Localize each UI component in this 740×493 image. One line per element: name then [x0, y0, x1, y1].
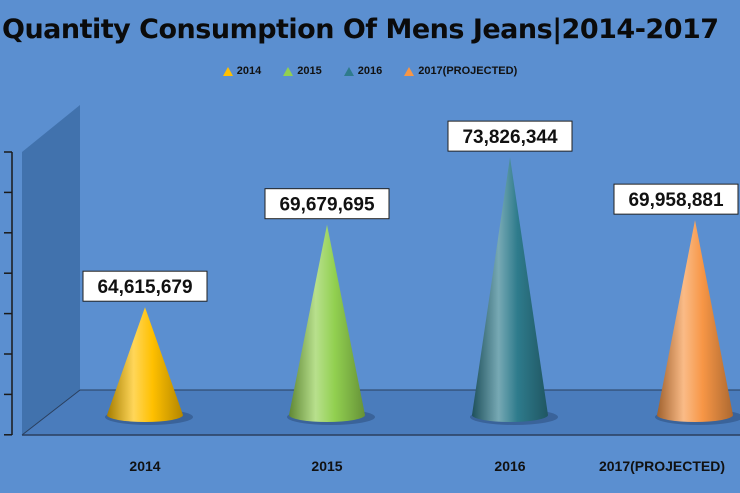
chart-back-wall	[22, 105, 80, 435]
value-label-box	[264, 188, 390, 220]
value-label-box	[613, 183, 739, 215]
legend-item-2017: 2017(PROJECTED)	[404, 65, 517, 77]
legend-swatch-2014	[222, 66, 233, 76]
cone-2017(PROJECTED)	[657, 220, 733, 422]
value-label-text: 69,679,695	[279, 195, 375, 216]
value-label-2014: 64,615,679	[82, 270, 208, 302]
y-axis-ticks	[4, 151, 12, 436]
cone-2014	[107, 307, 183, 422]
value-label-box	[447, 120, 573, 152]
legend-label-2017: 2017(PROJECTED)	[418, 65, 518, 77]
x-axis-labels: 2014 2015 2016 2017(PROJECTED)	[129, 458, 725, 474]
cone-2015	[289, 224, 365, 422]
legend: 2014 2015 2016 2017(PROJECTED)	[0, 65, 740, 77]
value-label-2017(PROJECTED): 69,958,881	[613, 183, 739, 215]
legend-label-2015: 2015	[297, 65, 322, 77]
x-label-2017(PROJECTED): 2017(PROJECTED)	[599, 458, 725, 474]
value-label-text: 64,615,679	[97, 277, 192, 298]
legend-item-2014: 2014	[222, 65, 262, 77]
chart-value-labels: 64,615,679 69,679,695 73,826,344 69,958,881	[82, 120, 739, 302]
x-label-2014: 2014	[129, 458, 160, 474]
legend-label-2016: 2016	[357, 65, 383, 77]
cone-2016	[472, 157, 548, 422]
legend-swatch-2017	[404, 66, 415, 76]
x-label-2016: 2016	[494, 458, 525, 474]
value-label-2016: 73,826,344	[447, 120, 573, 152]
x-label-2015: 2015	[311, 458, 342, 474]
legend-item-2015: 2015	[283, 65, 322, 77]
chart-floor	[22, 390, 740, 435]
chart-title: Quantity Consumption Of Mens Jeans|2014-…	[2, 14, 719, 45]
value-label-text: 73,826,344	[462, 127, 558, 148]
value-label-text: 69,958,881	[628, 190, 724, 211]
legend-swatch-2016	[343, 66, 354, 76]
legend-item-2016: 2016	[343, 65, 383, 77]
legend-label-2014: 2014	[236, 65, 262, 77]
legend-swatch-2015	[283, 66, 294, 76]
chart-cones	[105, 157, 740, 425]
value-label-2015: 69,679,695	[264, 188, 390, 220]
value-label-box	[82, 270, 208, 302]
chart-floor-left-edge	[21, 389, 81, 436]
